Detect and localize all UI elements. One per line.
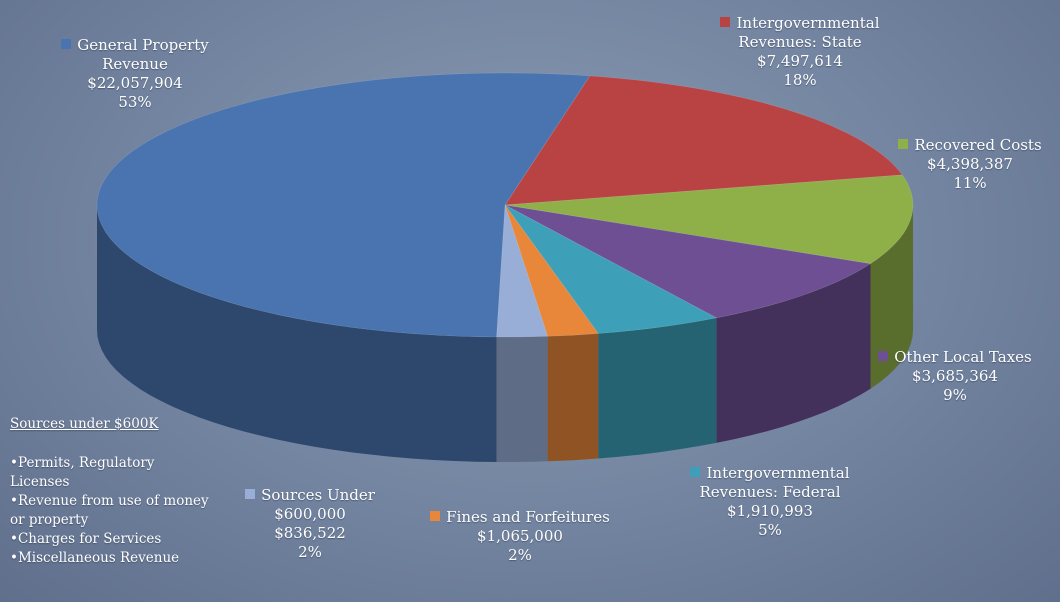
legend-swatch-recovered [898,139,909,149]
legend-swatch-other [878,351,889,361]
label-federal: Intergovernmental Revenues: Federal $1,9… [650,464,890,540]
label-recovered-costs: Recovered Costs $4,398,387 11% [880,136,1060,193]
label-other-local-taxes: Other Local Taxes $3,685,364 9% [855,348,1055,405]
slice-other-local-taxes [504,204,872,319]
slice-intergovernmental-revenues-federal [504,204,718,334]
label-sources-under: Sources Under $600,000 $836,522 2% [220,486,400,562]
note-item: •Charges for Services [10,531,162,547]
legend-swatch-general [61,39,72,49]
note-item: •Revenue from use of money or property [10,493,209,528]
label-fines: Fines and Forfeitures $1,065,000 2% [405,508,635,565]
legend-swatch-under [245,489,256,499]
label-general-property: General Property Revenue $22,057,904 53% [20,36,250,112]
note-item: •Permits, Regulatory Licenses [10,455,155,490]
sources-note: Sources under $600K •Permits, Regulatory… [10,415,215,568]
slice-side-0 [97,205,497,462]
slice-side-6 [496,336,548,462]
note-heading: Sources under $600K [10,416,159,432]
slice-side-2 [870,205,913,389]
slice-intergovernmental-revenues-state [504,75,903,206]
slice-side-5 [547,333,599,462]
slice-general-property-revenue [96,72,591,338]
legend-swatch-fines [430,511,441,521]
label-state: Intergovernmental Revenues: State $7,497… [680,14,920,90]
legend-swatch-state [720,17,731,27]
slice-side-3 [716,263,871,443]
legend-swatch-federal [690,467,701,477]
slice-recovered-costs [504,174,914,265]
slice-side-4 [598,317,717,459]
note-item: •Miscellaneous Revenue [10,550,180,566]
